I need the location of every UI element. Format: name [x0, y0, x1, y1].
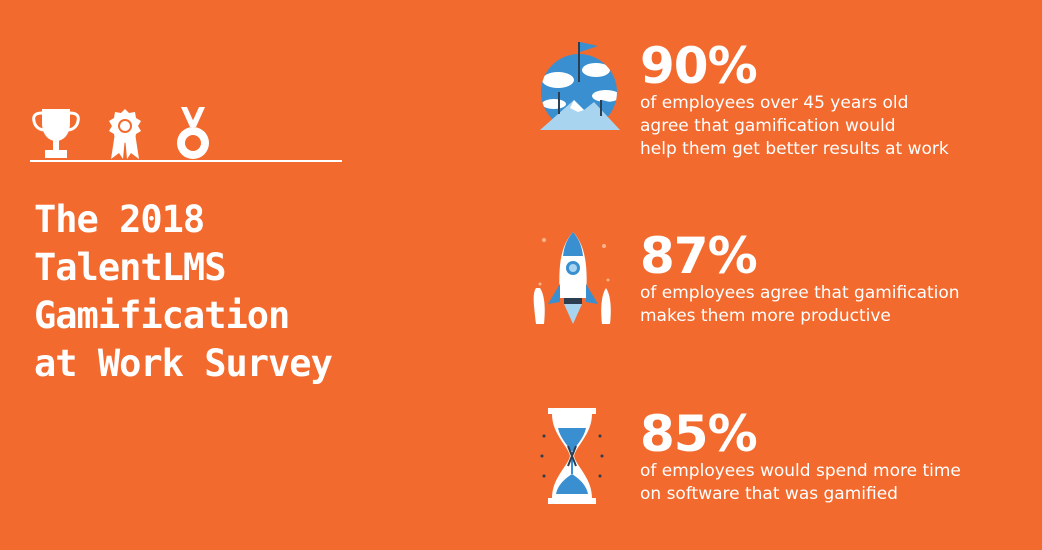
stat-text-line: of employees would spend more time	[640, 461, 961, 481]
title-line: Gamification	[34, 294, 290, 337]
stat-text-line: help them get better results at work	[640, 139, 949, 159]
title-line: TalentLMS	[34, 246, 226, 289]
medal-icon	[177, 107, 209, 159]
stat-block-87: 87% of employees agree that gamification…	[640, 230, 960, 328]
title-line: at Work Survey	[34, 342, 333, 385]
title-line: The 2018	[34, 198, 205, 241]
award-icons-row	[30, 105, 342, 165]
stat-text-line: on software that was gamified	[640, 484, 898, 504]
rosette-icon	[109, 109, 141, 159]
stat-text-line: of employees over 45 years old	[640, 93, 909, 113]
stat-percent: 85%	[640, 405, 758, 463]
title-divider	[30, 160, 342, 162]
rocket-icon	[533, 232, 611, 324]
stat-text-line: of employees agree that gamification	[640, 283, 960, 303]
survey-title: The 2018 TalentLMS Gamification at Work …	[34, 196, 364, 388]
stat-block-85: 85% of employees would spend more time o…	[640, 408, 961, 506]
stat-text-line: makes them more productive	[640, 306, 891, 326]
mountain-flag-icon	[540, 42, 620, 130]
hourglass-icon	[540, 408, 604, 504]
trophy-icon	[32, 109, 80, 158]
stat-block-90: 90% of employees over 45 years old agree…	[640, 40, 949, 161]
stat-percent: 87%	[640, 227, 758, 285]
stat-percent: 90%	[640, 37, 758, 95]
stat-text-line: agree that gamification would	[640, 116, 896, 136]
